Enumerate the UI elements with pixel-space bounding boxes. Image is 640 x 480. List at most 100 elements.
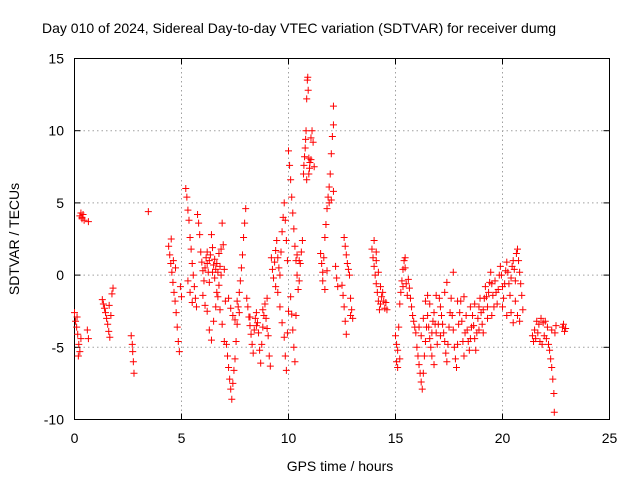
data-point bbox=[216, 262, 224, 270]
data-point bbox=[203, 307, 211, 315]
data-point bbox=[129, 348, 137, 356]
data-point bbox=[229, 312, 237, 320]
data-point bbox=[547, 355, 555, 363]
data-point bbox=[280, 199, 288, 207]
data-point bbox=[371, 271, 379, 279]
data-point bbox=[424, 312, 432, 320]
data-point bbox=[344, 265, 352, 273]
data-point bbox=[448, 312, 456, 320]
data-point bbox=[421, 297, 429, 305]
data-point bbox=[548, 326, 556, 334]
data-point bbox=[491, 277, 499, 285]
data-point bbox=[210, 261, 218, 269]
data-point bbox=[401, 264, 409, 272]
data-point bbox=[266, 362, 274, 370]
data-point bbox=[188, 260, 196, 268]
data-point bbox=[172, 309, 180, 317]
data-point bbox=[218, 320, 226, 328]
data-point bbox=[106, 333, 114, 341]
data-point bbox=[297, 248, 305, 256]
data-point bbox=[215, 281, 223, 289]
data-point bbox=[294, 286, 302, 294]
data-point bbox=[531, 326, 539, 334]
data-point bbox=[217, 271, 225, 279]
data-point bbox=[210, 317, 218, 325]
data-point bbox=[283, 257, 291, 265]
data-point bbox=[246, 313, 254, 321]
data-point bbox=[324, 193, 332, 201]
data-point bbox=[76, 348, 84, 356]
data-point bbox=[83, 326, 91, 334]
data-point bbox=[466, 303, 474, 311]
plot-frame bbox=[74, 58, 610, 420]
data-point bbox=[277, 248, 285, 256]
data-point bbox=[562, 325, 570, 333]
data-point bbox=[518, 291, 526, 299]
data-point bbox=[251, 314, 259, 322]
data-point bbox=[435, 294, 443, 302]
data-point bbox=[370, 236, 378, 244]
data-point bbox=[445, 323, 453, 331]
data-point bbox=[528, 332, 536, 340]
data-point bbox=[479, 329, 487, 337]
data-point bbox=[218, 219, 226, 227]
data-point bbox=[196, 231, 204, 239]
data-point bbox=[320, 254, 328, 262]
data-point bbox=[274, 288, 282, 296]
data-point bbox=[288, 193, 296, 201]
data-point bbox=[107, 312, 115, 320]
data-point bbox=[213, 288, 221, 296]
data-point bbox=[370, 262, 378, 270]
data-point bbox=[303, 176, 311, 184]
data-point bbox=[293, 251, 301, 259]
data-point bbox=[206, 251, 214, 259]
data-point bbox=[507, 274, 515, 282]
data-point bbox=[200, 277, 208, 285]
chart-title: Day 010 of 2024, Sidereal Day-to-day VTE… bbox=[42, 20, 556, 36]
data-point bbox=[195, 219, 203, 227]
data-point bbox=[262, 314, 270, 322]
data-point bbox=[326, 170, 334, 178]
data-point bbox=[282, 366, 290, 374]
data-point bbox=[408, 303, 416, 311]
data-point bbox=[205, 278, 213, 286]
data-point bbox=[310, 163, 318, 171]
data-point bbox=[415, 323, 423, 331]
data-point bbox=[220, 265, 228, 273]
data-point bbox=[212, 303, 220, 311]
data-point bbox=[397, 288, 405, 296]
data-point bbox=[532, 335, 540, 343]
x-tick-label: 15 bbox=[388, 430, 404, 446]
data-point bbox=[463, 326, 471, 334]
data-point bbox=[493, 300, 501, 308]
data-point bbox=[447, 294, 455, 302]
grid bbox=[74, 58, 610, 420]
data-point bbox=[482, 293, 490, 301]
data-point bbox=[259, 306, 267, 314]
data-point bbox=[231, 355, 239, 363]
data-point bbox=[489, 291, 497, 299]
data-point bbox=[433, 340, 441, 348]
data-point bbox=[479, 306, 487, 314]
data-point bbox=[184, 277, 192, 285]
data-point bbox=[392, 332, 399, 340]
data-point bbox=[452, 364, 460, 372]
data-point bbox=[259, 323, 267, 331]
y-axis-label: SDTVAR / TECUs bbox=[6, 183, 22, 295]
data-point bbox=[409, 312, 417, 320]
data-point bbox=[71, 309, 78, 317]
data-point bbox=[105, 301, 113, 309]
data-point bbox=[144, 208, 152, 216]
data-point bbox=[280, 333, 288, 341]
y-tick-label: 15 bbox=[48, 51, 64, 67]
data-point bbox=[338, 281, 346, 289]
data-point bbox=[185, 216, 193, 224]
data-point bbox=[340, 303, 348, 311]
data-point bbox=[272, 247, 280, 255]
data-point bbox=[444, 340, 452, 348]
data-point bbox=[418, 385, 426, 393]
data-point bbox=[219, 241, 227, 249]
data-point bbox=[307, 134, 315, 142]
data-point bbox=[187, 245, 195, 253]
